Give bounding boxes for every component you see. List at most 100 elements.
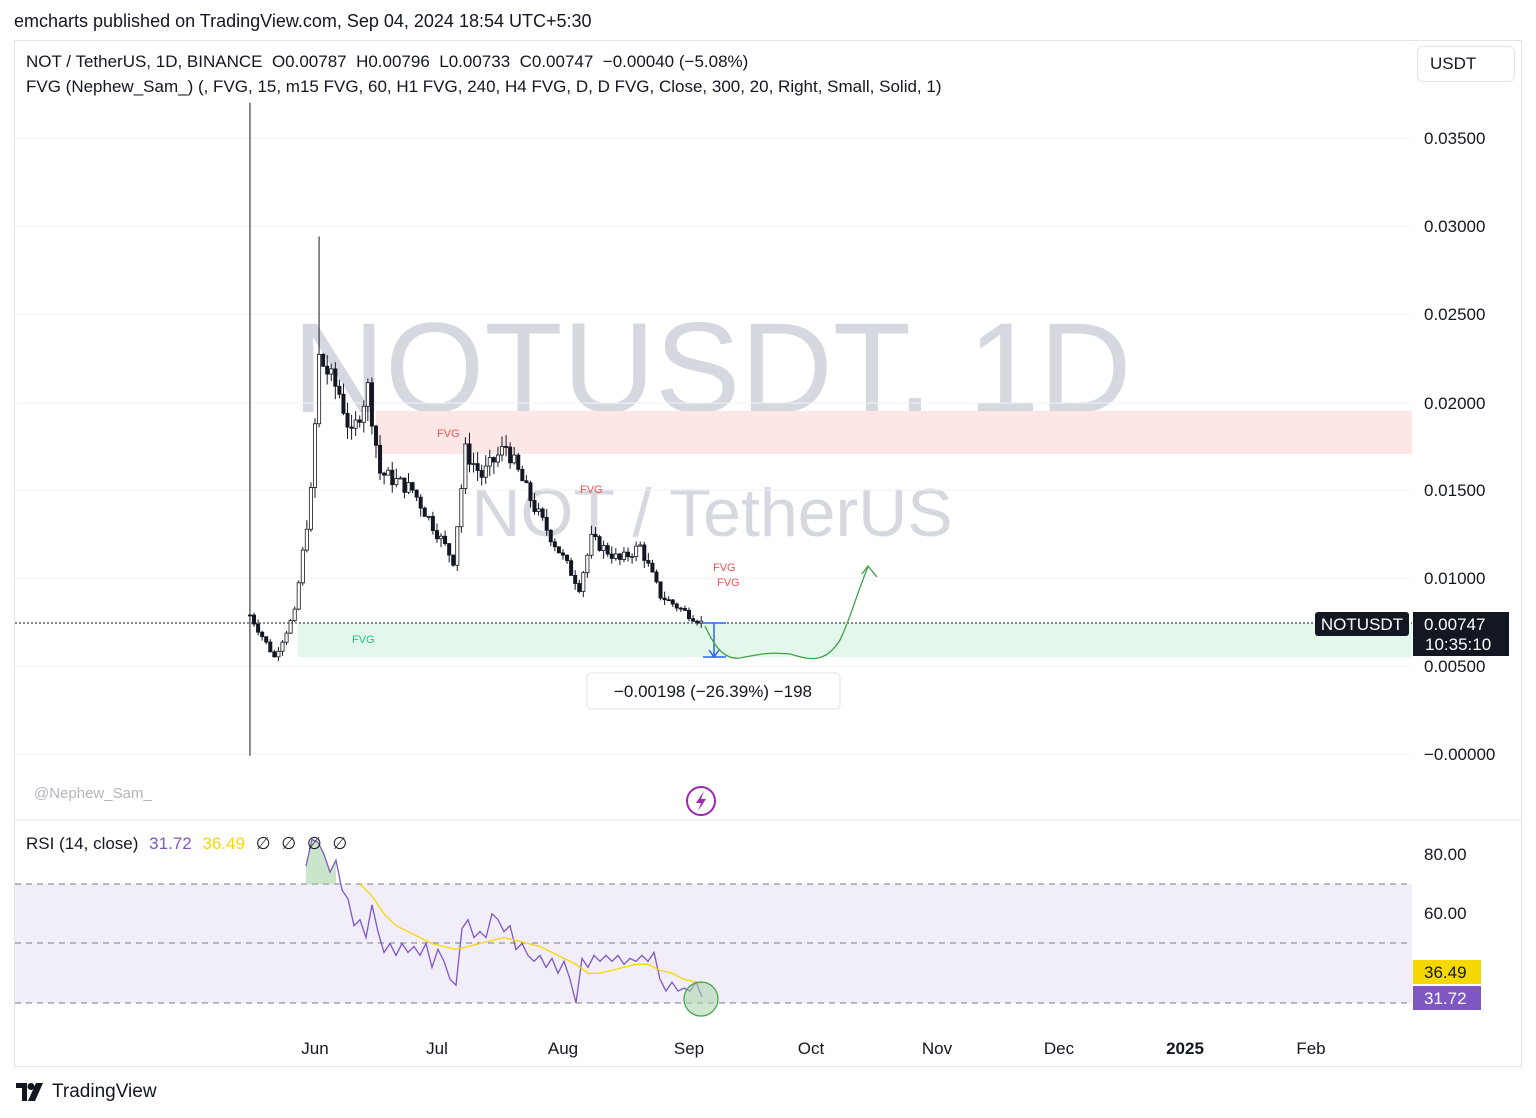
time-tick-7: 2025 [1166,1039,1204,1058]
rsi-na-4: ∅ [332,834,348,853]
candle-body [569,560,574,576]
fvg-label-2: FVG [580,484,603,496]
price-axis[interactable]: 0.03500 0.03000 0.02500 0.02000 0.01500 0.010… [1424,129,1495,764]
rsi-tag: 31.72 [1424,989,1467,1008]
candle-body [581,572,586,592]
candle-body [378,444,383,474]
time-tick-0: Jun [301,1039,328,1058]
candle-body [357,419,362,423]
rsi-ma-tag: 36.49 [1424,963,1467,982]
candle-body [300,549,305,584]
candle-body [577,583,582,592]
footer-brand[interactable]: TradingView [16,1081,157,1103]
candle-body [304,528,309,551]
candle-body [402,477,407,493]
candle-body [268,641,273,653]
time-tick-4: Oct [798,1039,825,1058]
rsi-overbought-fill [306,839,336,884]
candle-body [573,575,578,584]
candle-body [597,536,602,551]
candle-body [276,650,281,658]
price-tick-4: 0.01500 [1424,481,1485,500]
candle-body [260,631,265,638]
candle-body [691,618,696,622]
candle-body [284,632,289,643]
measure-tool[interactable] [703,622,726,659]
time-tick-6: Dec [1044,1039,1075,1058]
symbol-tag-box [1315,612,1409,636]
candle-body [292,608,297,622]
rsi-value: 31.72 [149,834,192,853]
candle-body [353,419,358,429]
candle-body [666,599,671,602]
candle-body [499,446,504,456]
rsi-tag-box [1413,986,1481,1010]
candle-body [471,463,476,466]
price-tick-7: −0.00000 [1424,745,1495,764]
candle-body [373,425,378,446]
time-tick-2: Aug [548,1039,578,1058]
price-tick-1: 0.03000 [1424,217,1485,236]
candle-body [386,469,391,476]
candle-body [495,454,500,463]
indicator-legend[interactable]: FVG (Nephew_Sam_) (, FVG, 15, m15 FVG, 6… [26,77,942,96]
candle-body [560,552,565,556]
bearish-fvg-zone [376,411,1412,454]
bullish-fvg-zone [298,623,1412,657]
price-tag-box [1413,612,1509,656]
candle-body [552,541,557,548]
candle-body [687,609,692,620]
price-tick-6: 0.00500 [1424,657,1485,676]
candle-body [613,553,618,559]
candle-body [361,405,366,423]
candle-body [443,535,448,545]
rsi-axis-80: 80.00 [1424,845,1467,864]
candle-body [609,553,614,559]
candle-body [589,533,594,556]
candle-body [321,353,326,367]
price-tick-0: 0.03500 [1424,129,1485,148]
candle-body [422,507,427,517]
published-caption: emcharts published on TradingView.com, S… [14,11,592,31]
candle-body [369,382,374,427]
candle-body [341,393,346,414]
rsi-legend[interactable]: RSI (14, close) 31.72 36.49 ∅ ∅ ∅ ∅ [26,834,347,854]
rsi-na-1: ∅ [255,834,271,853]
candle-body [333,368,338,387]
candle-body [556,546,561,554]
candle-body [272,651,277,658]
candle-body [329,368,334,375]
candle-body [695,620,700,624]
candle-body [524,480,529,484]
projection-path[interactable] [704,566,869,660]
projection-arrowhead [861,564,878,578]
fvg-label-3: FVG [713,562,736,574]
rsi-axis-60: 60.00 [1424,904,1467,923]
candle-body [536,508,541,512]
time-tick-8: Feb [1296,1039,1325,1058]
candle-body [308,487,313,530]
candle-body [247,614,252,617]
candle-body [540,508,545,518]
candle-body [264,636,269,643]
candle-body [605,545,610,555]
candle-body [487,457,492,467]
lightning-icon[interactable] [686,786,716,816]
currency-button[interactable]: USDT [1417,46,1515,82]
tradingview-logo-icon [16,1083,43,1101]
candle-body [455,526,460,566]
candlestick-series [247,102,704,756]
symbol-legend[interactable]: NOT / TetherUS, 1D, BINANCE O0.00787 H0.… [26,52,749,71]
fvg-label-1: FVG [437,428,460,440]
grid [15,137,1412,755]
chart-frame [14,40,1522,1067]
candle-body [634,545,639,557]
price-tick-5: 0.01000 [1424,569,1485,588]
time-axis[interactable]: Jun Jul Aug Sep Oct Nov Dec 2025 Feb [301,1039,1325,1058]
candle-body [621,551,626,560]
candle-body [312,423,317,488]
candle-body [349,426,354,429]
candle-body [280,641,285,652]
candle-body [439,535,444,540]
